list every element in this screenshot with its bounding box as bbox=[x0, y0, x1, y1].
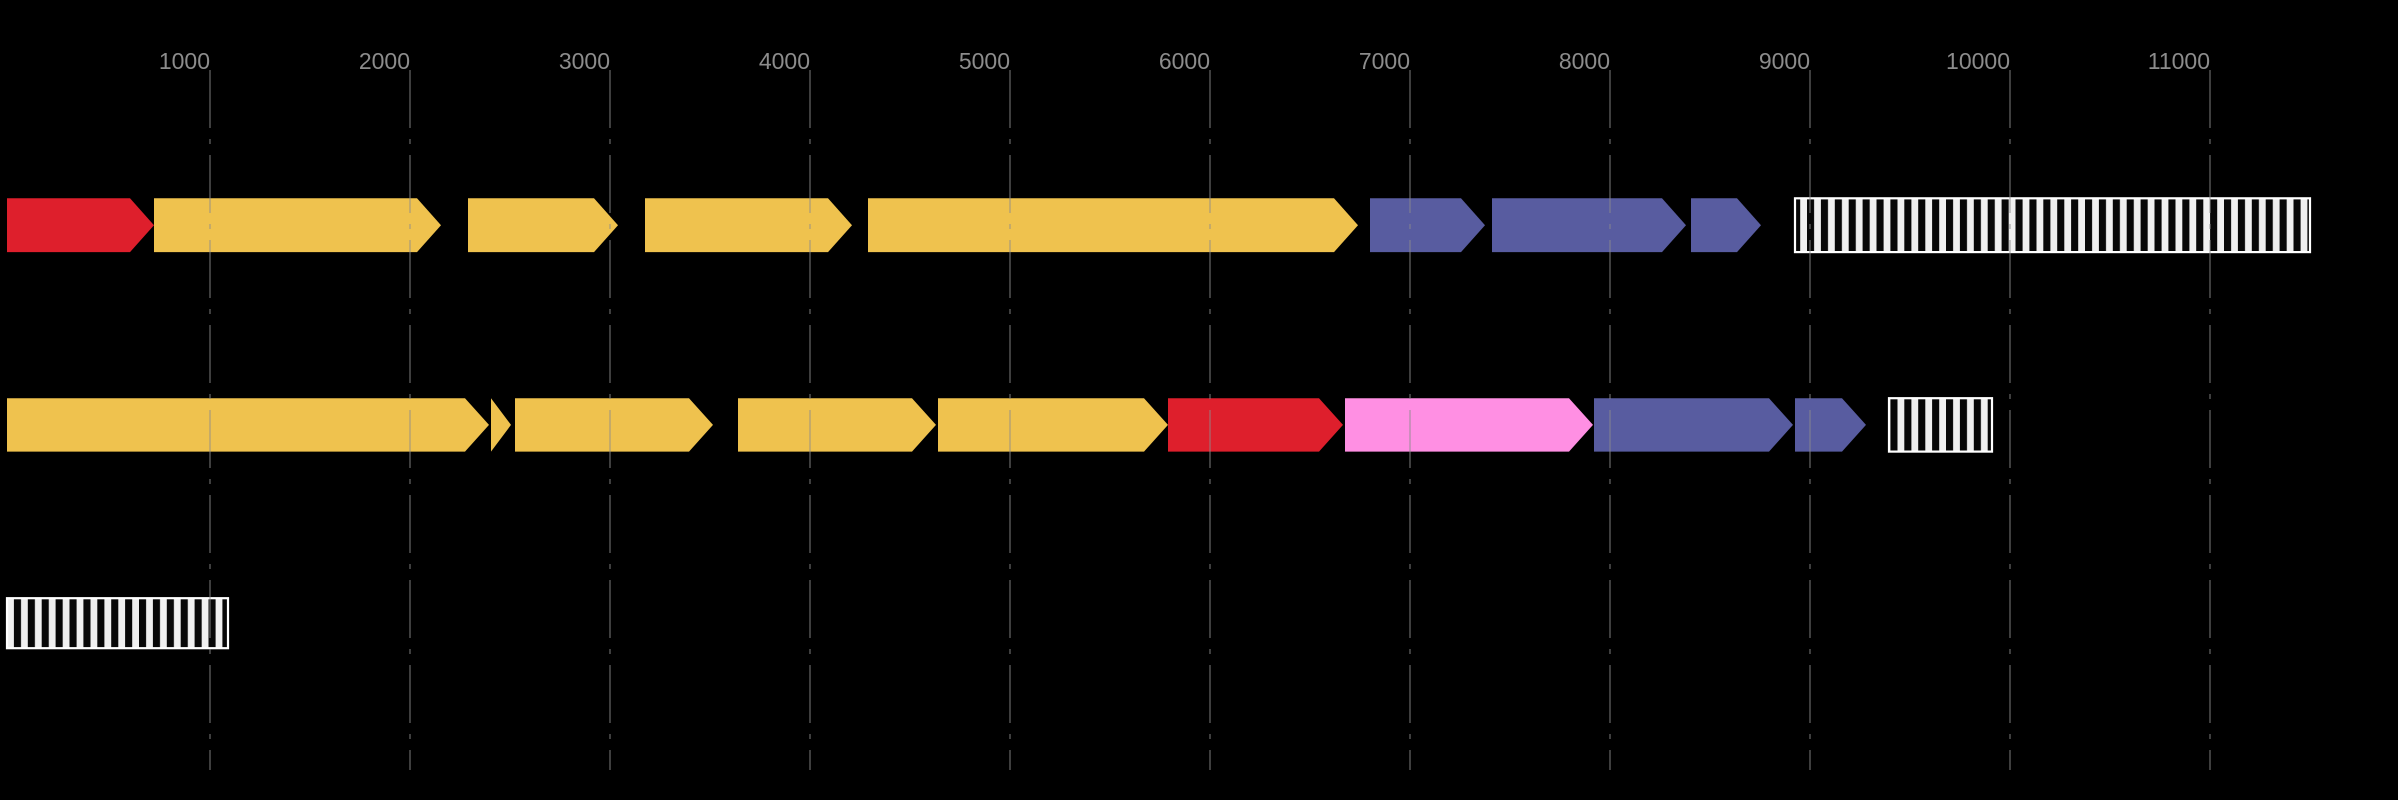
svg-text:10000: 10000 bbox=[1946, 48, 2010, 74]
svg-text:3000: 3000 bbox=[559, 48, 610, 74]
svg-text:6000: 6000 bbox=[1159, 48, 1210, 74]
svg-text:2000: 2000 bbox=[359, 48, 410, 74]
svg-text:4000: 4000 bbox=[759, 48, 810, 74]
svg-text:11000: 11000 bbox=[2148, 48, 2210, 74]
svg-text:9000: 9000 bbox=[1759, 48, 1810, 74]
svg-text:1000: 1000 bbox=[159, 48, 210, 74]
svg-text:7000: 7000 bbox=[1359, 48, 1410, 74]
svg-text:8000: 8000 bbox=[1559, 48, 1610, 74]
svg-text:5000: 5000 bbox=[959, 48, 1010, 74]
